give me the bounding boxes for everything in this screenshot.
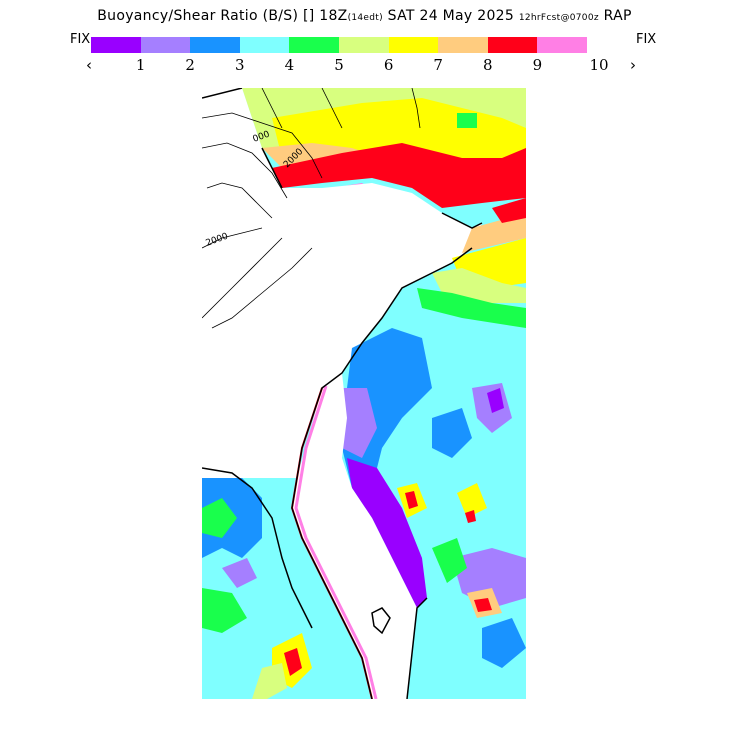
legend-swatch	[239, 37, 290, 53]
legend-tick-label: 5	[334, 56, 344, 74]
zone-north-level4	[457, 113, 477, 128]
legend-swatch	[190, 37, 240, 53]
zone-coast-level1	[342, 388, 377, 458]
zone-east-level4	[417, 288, 526, 328]
zone-north-level8	[272, 143, 526, 208]
legend-tick-label: 3	[235, 56, 245, 74]
zone-ocean-level8	[405, 491, 418, 509]
legend-tick-label: 8	[483, 56, 493, 74]
previous-arrow-button[interactable]: ‹	[86, 56, 92, 74]
zone-east-level8	[492, 198, 526, 223]
legend-tick-label: 10	[589, 56, 609, 74]
terrain-contour	[202, 112, 323, 329]
coastline-highlight-pink	[294, 385, 378, 699]
zone-ocean-fix	[487, 388, 504, 413]
zone-gulf-level4b	[202, 588, 247, 633]
zone-gulf-level8	[284, 648, 302, 676]
legend-tick-label: 6	[383, 56, 394, 74]
zone-gulf-level1	[222, 558, 257, 588]
zone-ocean-level6b	[457, 483, 487, 518]
lake-outline	[371, 607, 391, 635]
legend-swatch	[289, 37, 339, 53]
next-arrow-button[interactable]: ›	[630, 56, 636, 74]
zone-ocean-level2b	[482, 618, 526, 668]
zone-ocean-level8b	[474, 598, 492, 612]
legend-swatch	[338, 37, 389, 53]
state-border	[261, 88, 421, 129]
title-main: Buoyancy/Shear Ratio (B/S) [] 18Z	[97, 8, 348, 24]
zone-ocean-level2	[432, 408, 472, 458]
legend-swatch	[438, 37, 488, 53]
ratio-map: 000 2000 2000	[202, 88, 526, 699]
title-model: RAP	[598, 8, 632, 24]
legend-tick-label: 9	[532, 56, 543, 74]
legend-tick-labels: 1 2 3 4 5 6 7 8 9 10	[0, 56, 729, 76]
zone-gulf-level4	[202, 498, 237, 538]
legend-tick-label: 2	[185, 56, 195, 74]
legend-swatch	[537, 37, 587, 53]
zone-ocean-level8c	[465, 510, 476, 523]
title-forecast: 12hrFcst@0700z	[518, 13, 599, 23]
coastline	[202, 88, 483, 699]
map-title: Buoyancy/Shear Ratio (B/S) [] 18Z(14edt)…	[0, 8, 729, 24]
legend-swatch	[388, 37, 439, 53]
zone-gulf-level5	[252, 663, 287, 699]
legend-tick-label: 7	[433, 56, 443, 74]
zone-ocean-level4	[432, 538, 467, 583]
title-date: SAT 24 May 2025	[382, 8, 519, 24]
legend-swatch	[140, 37, 191, 53]
coastline-gulf	[202, 467, 313, 629]
title-local-time: (14edt)	[347, 13, 383, 23]
color-legend-bar	[91, 37, 587, 53]
no-data-region	[202, 88, 482, 478]
legend-swatch	[91, 37, 141, 53]
fix-label-left: FIX	[70, 32, 91, 47]
legend-tick-label: 4	[284, 56, 295, 74]
fix-label-right: FIX	[636, 32, 657, 47]
legend-swatch	[487, 37, 538, 53]
peninsula-interior	[292, 373, 417, 699]
zone-east-level7	[462, 213, 526, 253]
legend-tick-label: 1	[135, 56, 146, 74]
zone-coast-fix	[347, 458, 427, 608]
